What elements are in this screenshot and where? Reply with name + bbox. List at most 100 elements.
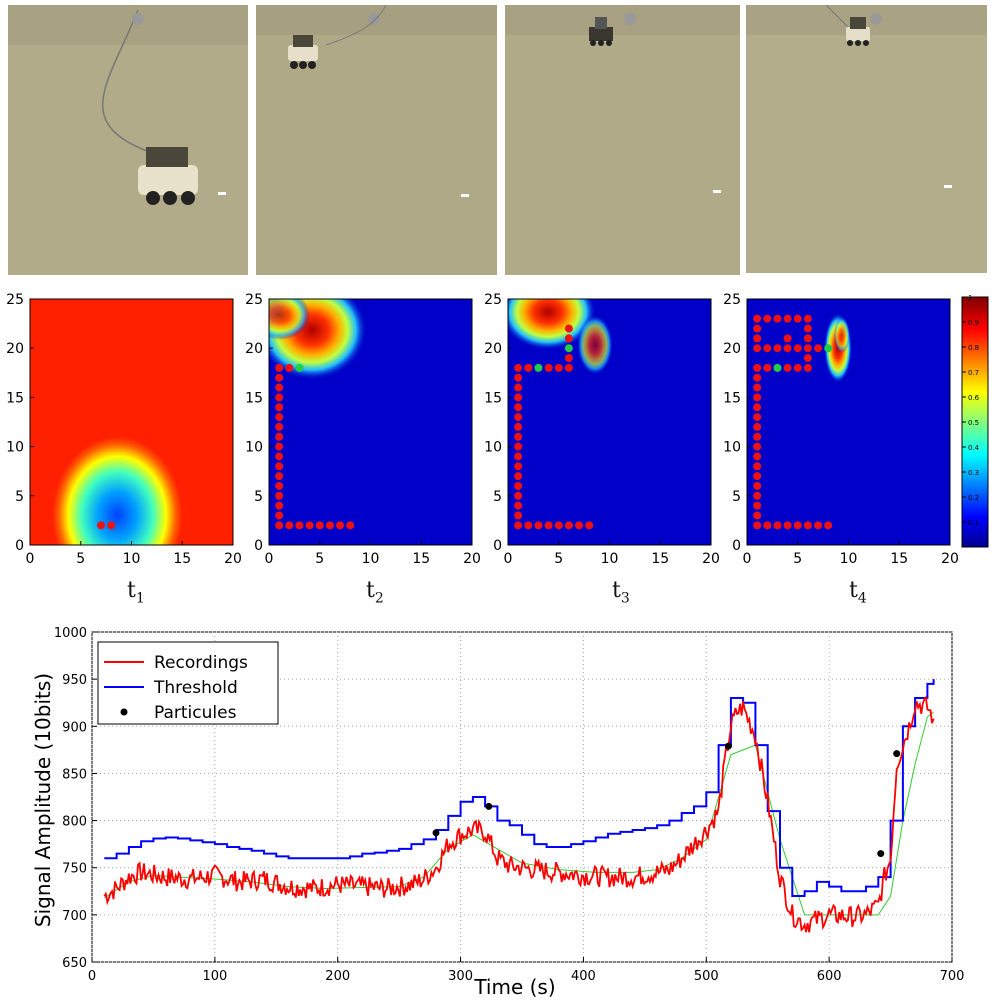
y-tick-label: 650 (62, 956, 87, 971)
heatmap-x-tick-label: 10 (840, 551, 858, 567)
path-point-red (514, 403, 523, 412)
path-point-red (275, 373, 284, 382)
path-point-green (295, 363, 304, 372)
legend-marker (120, 708, 128, 716)
path-point-red (275, 501, 284, 510)
path-point-red (514, 442, 523, 451)
heatmap-y-tick-label: 10 (6, 440, 24, 456)
path-point-red (753, 521, 762, 530)
path-point-red (753, 393, 762, 402)
x-tick-label: 600 (817, 969, 842, 984)
robot-photo-2 (256, 5, 497, 275)
heatmap-x-tick-label: 10 (601, 551, 619, 567)
x-tick-label: 700 (940, 969, 965, 984)
path-point-red (275, 393, 284, 402)
path-point-red (753, 344, 762, 353)
photo-frame-3 (505, 5, 740, 275)
path-point-red (763, 521, 772, 530)
robot-photo-4 (746, 5, 987, 273)
path-point-red (753, 472, 762, 481)
colorbar-tick-label: 1 (968, 294, 972, 302)
x-tick-label: 400 (571, 969, 596, 984)
path-point-red (275, 383, 284, 392)
x-tick-label: 500 (694, 969, 719, 984)
path-point-red (803, 363, 812, 372)
path-point-red (315, 521, 324, 530)
heatmap-y-tick-label: 15 (6, 390, 24, 406)
path-point-red (524, 363, 533, 372)
path-point-red (285, 363, 294, 372)
y-tick-label: 700 (62, 909, 87, 924)
heatmap-x-tick-label: 0 (26, 551, 35, 567)
path-point-red (783, 334, 792, 343)
y-tick-label: 800 (62, 815, 87, 830)
path-point-red (514, 511, 523, 520)
path-point-red (514, 462, 523, 471)
heatmap-x-tick-label: 15 (173, 551, 191, 567)
path-point-red (275, 452, 284, 461)
colorbar-tick-label: 0.1 (968, 519, 979, 527)
path-point-red (275, 422, 284, 431)
heatmap-y-tick-label: 25 (723, 292, 741, 308)
colorbar-tick-label: 0.7 (968, 369, 979, 377)
y-tick-label: 850 (62, 767, 87, 782)
time-label-3: t3 (612, 578, 630, 607)
path-point-red (305, 521, 314, 530)
legend-label: Recordings (154, 653, 248, 673)
heatmap-1-field (30, 299, 233, 545)
heatmap-y-tick-label: 25 (245, 292, 263, 308)
heatmap-x-tick-label: 5 (793, 551, 802, 567)
path-point-red (753, 462, 762, 471)
heatmap-y-tick-label: 25 (6, 292, 24, 308)
path-point-red (97, 521, 106, 530)
path-point-red (753, 413, 762, 422)
path-point-red (803, 334, 812, 343)
heatmap-y-tick-label: 5 (15, 489, 24, 505)
y-tick-label: 1000 (54, 626, 87, 641)
path-point-red (285, 521, 294, 530)
path-point-red (514, 393, 523, 402)
path-point-red (763, 314, 772, 323)
recordings-line (103, 695, 935, 933)
path-point-red (803, 344, 812, 353)
time-label-2: t2 (366, 578, 384, 607)
colorbar (961, 296, 989, 548)
path-point-red (793, 344, 802, 353)
path-point-red (275, 521, 284, 530)
x-tick-label: 300 (448, 969, 473, 984)
heatmap-y-tick-label: 0 (15, 538, 24, 554)
heatmap-y-tick-label: 15 (723, 390, 741, 406)
path-point-red (514, 501, 523, 510)
heatmap-x-tick-label: 20 (941, 551, 959, 567)
heatmap-y-tick-label: 5 (732, 489, 741, 505)
heatmap-y-tick-label: 5 (493, 489, 502, 505)
path-point-green (564, 344, 573, 353)
colorbar-tick-label: 0.3 (968, 469, 979, 477)
path-point-red (336, 521, 345, 530)
x-tick-label: 100 (202, 969, 227, 984)
y-tick-label: 950 (62, 673, 87, 688)
path-point-red (275, 403, 284, 412)
heatmap-x-tick-label: 20 (224, 551, 242, 567)
path-point-red (554, 363, 563, 372)
path-point-green (824, 344, 833, 353)
path-point-red (783, 314, 792, 323)
path-point-red (275, 413, 284, 422)
path-point-red (564, 334, 573, 343)
y-tick-label: 750 (62, 862, 87, 877)
y-tick-label: 900 (62, 720, 87, 735)
heatmap-x-tick-label: 15 (651, 551, 669, 567)
particule-point (893, 750, 901, 758)
heatmap-x-tick-label: 15 (890, 551, 908, 567)
heatmap-y-tick-label: 10 (245, 440, 263, 456)
heatmap-x-tick-label: 10 (123, 551, 141, 567)
photo-frame-4 (746, 5, 987, 273)
path-point-red (753, 491, 762, 500)
path-point-red (753, 481, 762, 490)
path-point-red (793, 521, 802, 530)
colorbar-tick-label: 0.5 (968, 419, 979, 427)
colorbar-tick-label: 0.8 (968, 344, 979, 352)
x-axis-label: Time (s) (473, 975, 555, 999)
path-point-red (514, 363, 523, 372)
path-point-red (514, 472, 523, 481)
